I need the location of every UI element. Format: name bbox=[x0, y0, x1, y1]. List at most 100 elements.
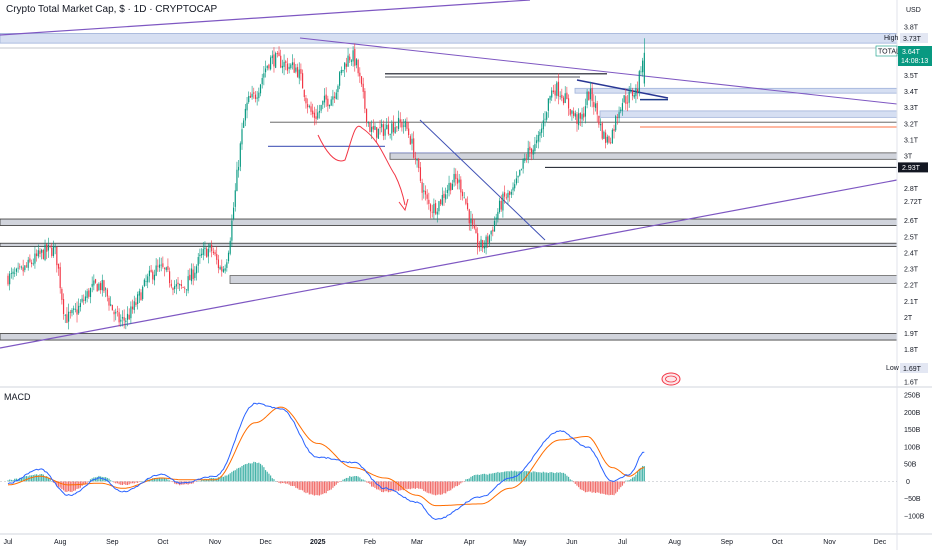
chart-title: Crypto Total Market Cap, $ · 1D · CRYPTO… bbox=[6, 4, 218, 15]
candle-body bbox=[594, 103, 597, 108]
macd-histogram-bar bbox=[529, 471, 531, 482]
candle-body bbox=[32, 263, 34, 265]
macd-histogram-bar bbox=[498, 472, 501, 482]
candle-body bbox=[158, 264, 161, 268]
candle-body bbox=[69, 311, 71, 313]
macd-histogram-bar bbox=[421, 481, 423, 490]
candle-body bbox=[51, 247, 53, 256]
macd-histogram-bar bbox=[320, 481, 322, 495]
candle-body bbox=[295, 67, 297, 72]
macd-histogram-bar bbox=[113, 481, 115, 483]
time-axis[interactable]: Jul Aug Sep Oct Nov Dec 2025 Feb Mar Apr May Jun Jul… bbox=[4, 539, 887, 546]
macd-histogram-bar bbox=[251, 463, 253, 482]
candle-body bbox=[424, 190, 427, 195]
macd-histogram-bar bbox=[192, 481, 194, 484]
descending-resistance-line bbox=[299, 37, 898, 105]
macd-histogram-bar bbox=[576, 481, 578, 486]
macd-histogram-bar bbox=[424, 481, 427, 492]
macd-histogram-bar bbox=[465, 479, 467, 482]
time-tick-label: Apr bbox=[464, 539, 476, 546]
macd-histogram-bar bbox=[281, 481, 283, 484]
candle-body bbox=[557, 81, 560, 97]
macd-histogram-bar bbox=[360, 479, 363, 482]
candle-body bbox=[64, 314, 66, 316]
candle-body bbox=[280, 55, 282, 68]
macd-histogram-bar bbox=[451, 481, 454, 489]
macd-histogram-bar bbox=[175, 481, 177, 485]
macd-histogram-bar bbox=[573, 481, 575, 483]
macd-tick-label: 50B bbox=[904, 462, 917, 469]
candle-body bbox=[409, 136, 411, 145]
macd-histogram-bar bbox=[162, 477, 164, 482]
macd-axis[interactable]: 250B 200B 150B 100B 50B 0 −50B −100B bbox=[904, 393, 925, 521]
time-tick-label: Oct bbox=[772, 539, 783, 546]
macd-histogram-bar bbox=[15, 478, 18, 482]
candle-body bbox=[637, 89, 639, 92]
macd-histogram-bar bbox=[520, 471, 523, 482]
macd-histogram-bar bbox=[123, 481, 125, 485]
candle-body bbox=[232, 207, 235, 220]
candle-body bbox=[216, 254, 218, 260]
currency-label: USD bbox=[906, 7, 921, 14]
macd-histogram-bar bbox=[126, 481, 129, 486]
candle-body bbox=[73, 308, 75, 310]
candle-body bbox=[524, 158, 526, 161]
price-candles bbox=[7, 38, 645, 330]
price-tick-label: 3.5T bbox=[904, 73, 919, 80]
candle-body bbox=[160, 264, 162, 266]
macd-tick-label: −50B bbox=[904, 496, 921, 503]
macd-histogram-bar bbox=[133, 481, 135, 484]
macd-histogram-bar bbox=[98, 475, 100, 482]
macd-histogram-bar bbox=[497, 471, 499, 482]
macd-histogram-bar bbox=[253, 461, 255, 482]
candle-body bbox=[372, 126, 374, 130]
macd-histogram-bar bbox=[170, 481, 172, 482]
macd-histogram-bar bbox=[509, 471, 511, 482]
candle-body bbox=[584, 106, 586, 117]
macd-histogram-bar bbox=[243, 464, 245, 482]
red-path-arrow bbox=[317, 125, 406, 206]
macd-histogram-bar bbox=[512, 471, 514, 482]
candle-body bbox=[248, 96, 250, 103]
macd-histogram-bar bbox=[367, 481, 369, 483]
macd-histogram bbox=[7, 461, 645, 496]
candle-body bbox=[224, 268, 226, 271]
macd-histogram-bar bbox=[621, 481, 624, 486]
macd-histogram-bar bbox=[317, 481, 319, 496]
candle-body bbox=[123, 317, 125, 321]
time-tick-label: Mar bbox=[411, 539, 424, 546]
candle-body bbox=[399, 119, 401, 123]
macd-histogram-bar bbox=[616, 481, 618, 492]
macd-histogram-bar bbox=[318, 481, 321, 496]
macd-histogram-bar bbox=[76, 481, 78, 489]
countdown: 14:08:13 bbox=[901, 58, 928, 65]
macd-histogram-bar bbox=[315, 481, 317, 496]
candle-body bbox=[270, 57, 272, 70]
candle-body bbox=[525, 158, 528, 160]
candle-body bbox=[254, 94, 257, 99]
price-tick-label: 2.3T bbox=[904, 267, 919, 274]
trendlines bbox=[0, 0, 898, 349]
macd-histogram-bar bbox=[167, 479, 169, 482]
candle-body bbox=[302, 73, 304, 89]
macd-histogram-bar bbox=[635, 474, 637, 482]
macd-histogram-bar bbox=[519, 471, 521, 482]
macd-histogram-bar bbox=[630, 479, 632, 482]
candle-body bbox=[610, 142, 612, 144]
macd-histogram-bar bbox=[259, 463, 262, 482]
price-axis[interactable]: USD 3.8T 3.5T 3.4T 3.3T 3.2T 3.1T 3T 2.8T 2.72T 2.… bbox=[904, 7, 923, 387]
macd-histogram-bar bbox=[327, 481, 329, 491]
macd-histogram-bar bbox=[428, 481, 430, 494]
candle-body bbox=[239, 143, 241, 167]
candle-body bbox=[49, 245, 51, 247]
macd-histogram-bar bbox=[461, 481, 464, 483]
macd-histogram-bar bbox=[544, 472, 546, 482]
price-tick-label: 1.6T bbox=[904, 380, 919, 387]
macd-histogram-bar bbox=[443, 481, 445, 494]
macd-histogram-bar bbox=[623, 481, 625, 484]
candle-body bbox=[625, 96, 627, 104]
macd-histogram-bar bbox=[89, 479, 92, 482]
candle-body bbox=[386, 124, 388, 130]
candle-body bbox=[24, 265, 26, 271]
